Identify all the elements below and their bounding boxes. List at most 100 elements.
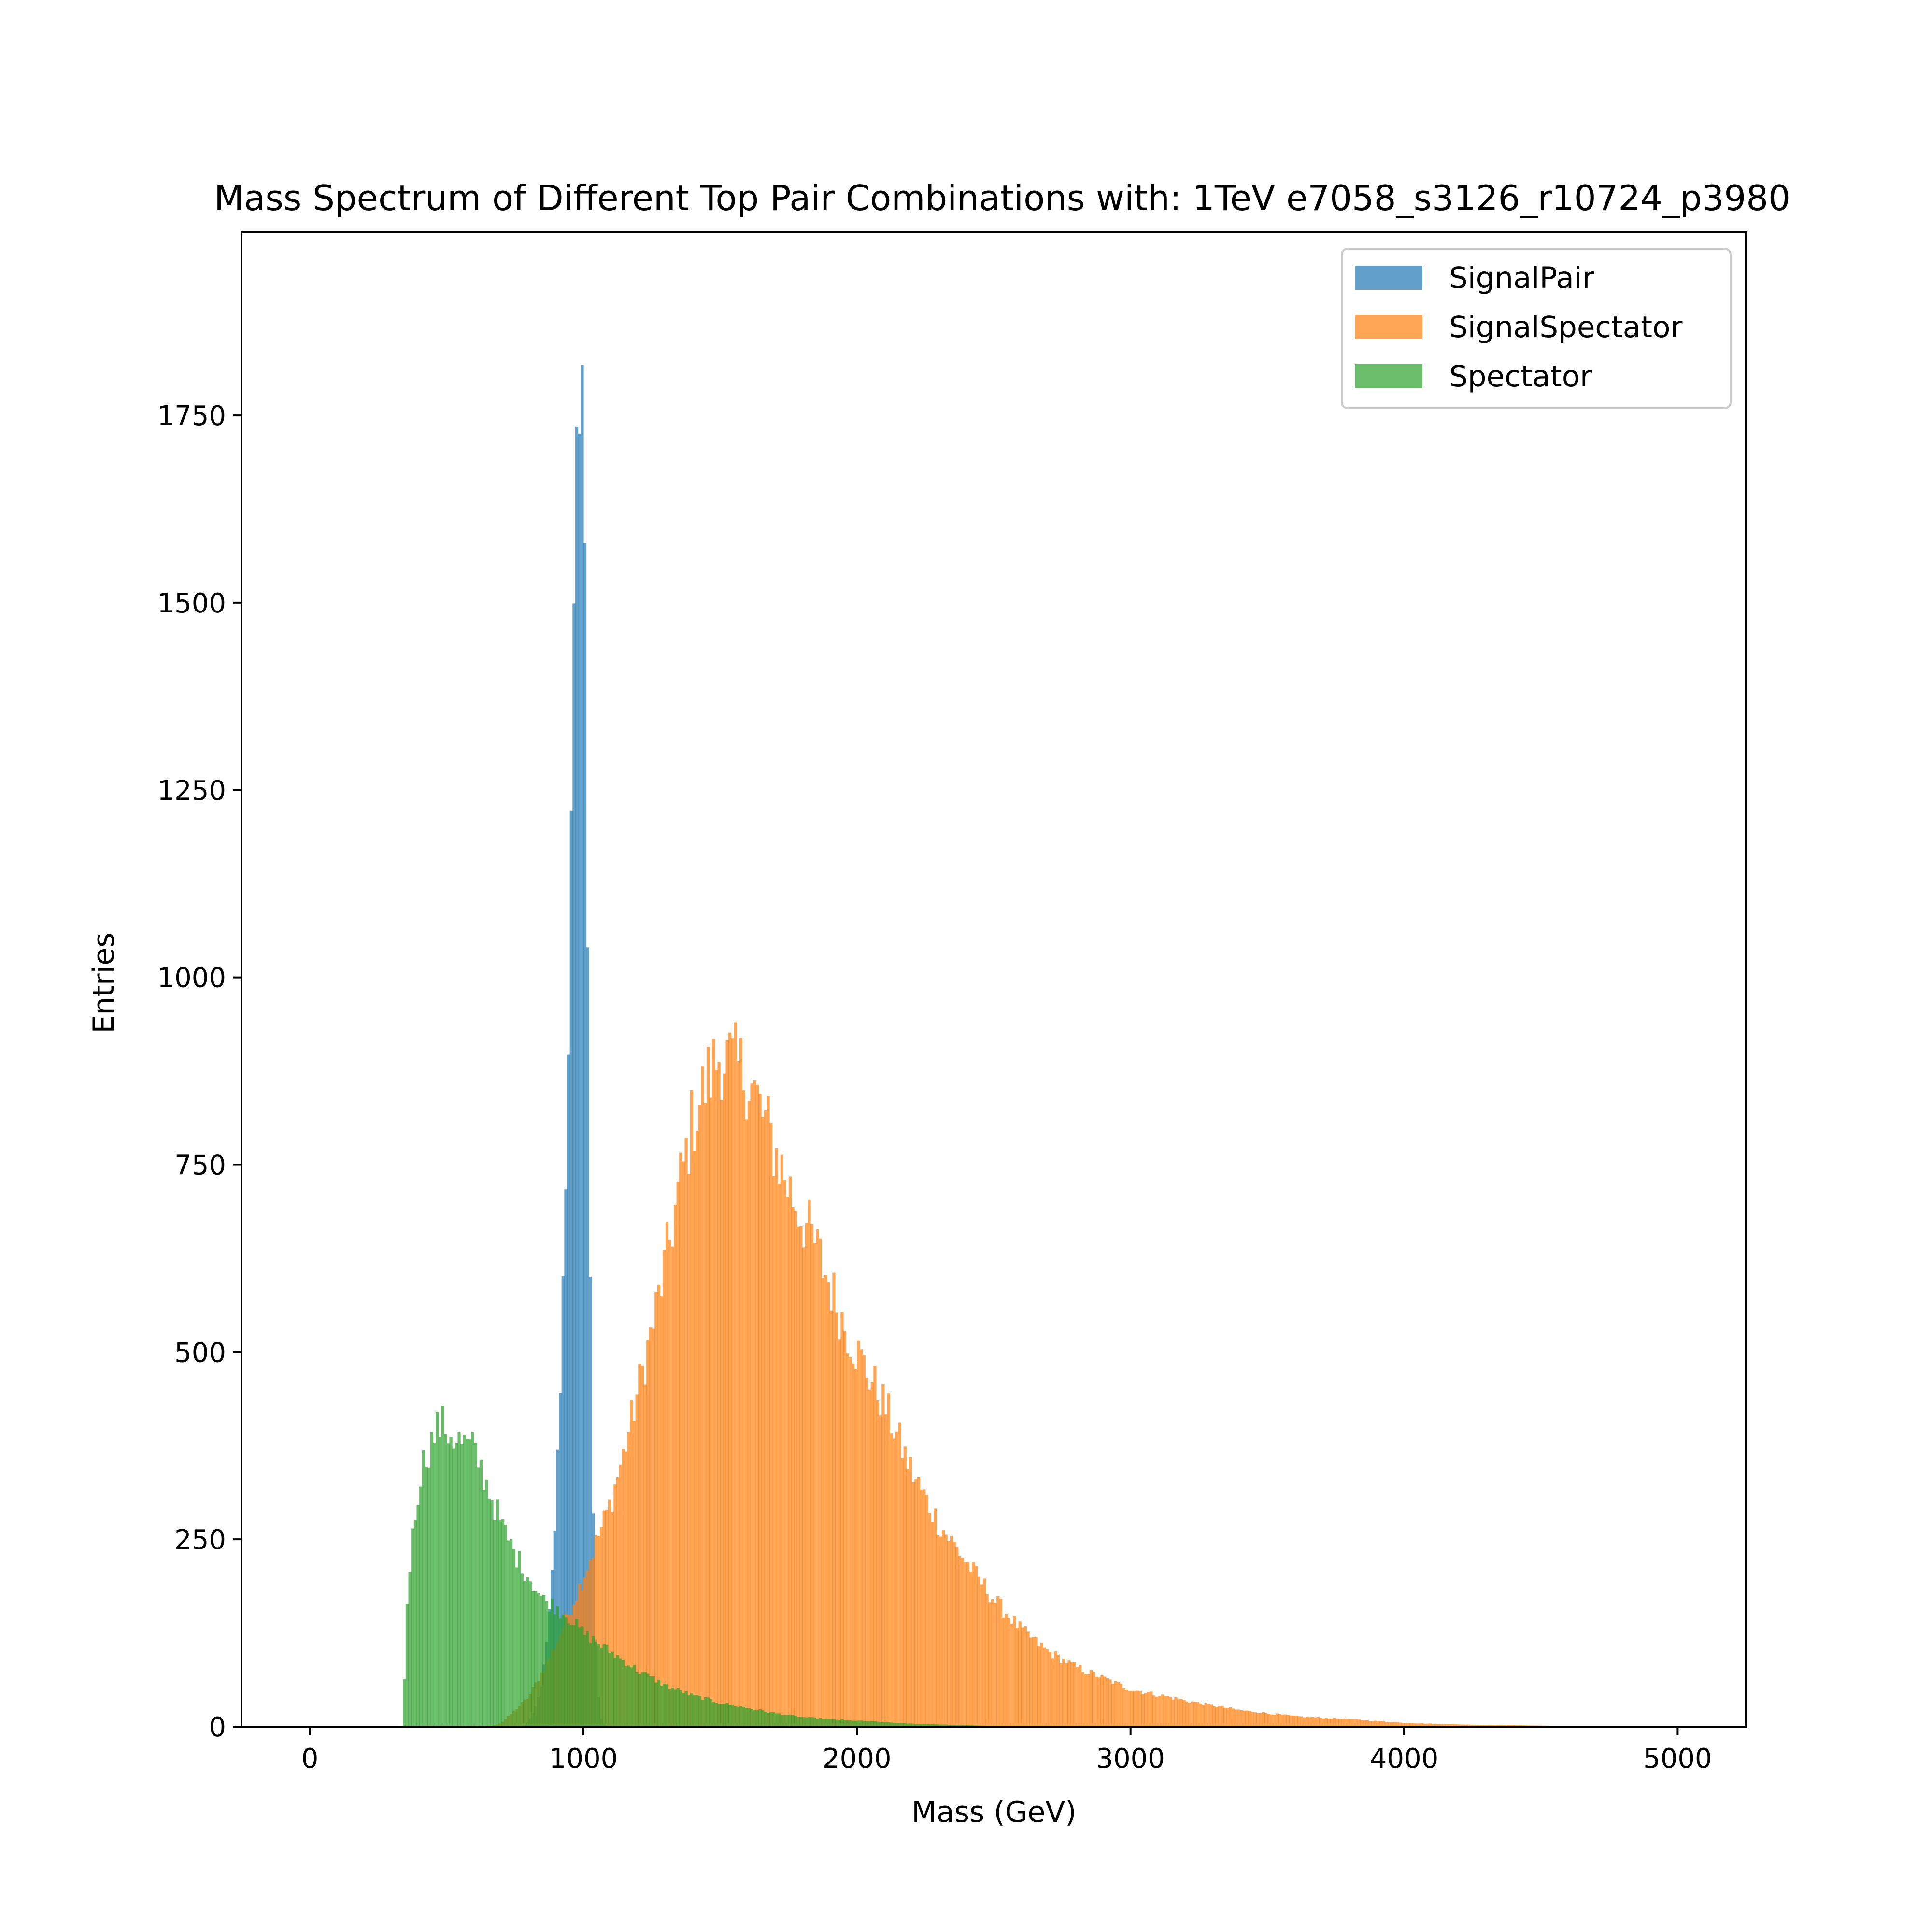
bar <box>523 1581 526 1727</box>
bar <box>884 1414 888 1727</box>
bar <box>545 1601 548 1727</box>
bar <box>1439 1724 1443 1727</box>
bar <box>854 1720 857 1727</box>
bar <box>1005 1614 1008 1727</box>
bar <box>753 1710 756 1727</box>
bar <box>835 1312 838 1727</box>
bar <box>1306 1716 1309 1727</box>
bar <box>1174 1697 1178 1727</box>
bar <box>928 1513 931 1727</box>
bar <box>900 1458 904 1727</box>
bar <box>881 1384 885 1727</box>
bar <box>1390 1722 1393 1727</box>
bar <box>933 1508 937 1727</box>
bar <box>1297 1716 1301 1727</box>
bar <box>1188 1703 1191 1727</box>
bar <box>1229 1707 1232 1727</box>
bar <box>635 1672 639 1727</box>
bar <box>619 1658 622 1727</box>
bar <box>799 1716 803 1727</box>
bar <box>602 1510 606 1727</box>
bar <box>873 1365 877 1727</box>
bar <box>1166 1696 1169 1727</box>
bar <box>892 1722 896 1727</box>
bar <box>723 1073 726 1727</box>
bar <box>1349 1719 1353 1727</box>
bar <box>1018 1621 1022 1727</box>
bar <box>1335 1719 1339 1727</box>
bar <box>1013 1616 1016 1727</box>
bar <box>1283 1714 1287 1727</box>
bar <box>802 1717 806 1727</box>
bar <box>980 1584 983 1727</box>
bar <box>632 1664 636 1727</box>
bar <box>706 1697 710 1727</box>
bar <box>1382 1721 1385 1727</box>
bar <box>917 1724 921 1727</box>
bar <box>1242 1710 1246 1727</box>
bar <box>755 1710 759 1727</box>
y-tick-label: 1500 <box>157 588 226 619</box>
bar <box>507 1540 510 1727</box>
bar <box>1421 1723 1424 1727</box>
bar <box>1240 1710 1243 1727</box>
bar <box>498 1520 502 1727</box>
bar <box>548 1611 551 1727</box>
bar <box>936 1724 939 1727</box>
bar <box>1095 1676 1098 1727</box>
bar <box>558 1618 562 1727</box>
bar <box>608 1653 611 1727</box>
bar <box>457 1432 461 1727</box>
bar <box>859 1720 863 1727</box>
bar <box>613 1658 617 1727</box>
bar <box>696 1131 699 1727</box>
bar <box>1352 1719 1355 1727</box>
bar <box>714 1069 718 1727</box>
bar <box>1256 1713 1260 1727</box>
bar <box>668 1689 671 1727</box>
bar <box>862 1721 866 1727</box>
bar <box>851 1720 855 1727</box>
bar <box>512 1549 515 1727</box>
bar <box>682 1161 685 1727</box>
bar <box>944 1534 948 1727</box>
bar <box>698 1105 702 1727</box>
bar <box>1128 1690 1131 1727</box>
bar <box>939 1536 942 1727</box>
bar <box>493 1520 497 1727</box>
bar <box>1286 1715 1290 1727</box>
bar <box>755 1084 759 1727</box>
bar <box>928 1724 931 1727</box>
bar <box>416 1505 420 1727</box>
bar <box>966 1562 970 1727</box>
chart-title: Mass Spectrum of Different Top Pair Comb… <box>214 178 1790 218</box>
bar <box>1415 1723 1418 1727</box>
bar <box>561 1615 565 1727</box>
bar <box>569 1625 573 1727</box>
bar <box>553 1614 556 1727</box>
bar <box>821 1277 824 1727</box>
bar <box>985 1594 989 1727</box>
bar <box>537 1593 540 1727</box>
bar <box>665 1222 669 1727</box>
bar <box>813 1243 816 1727</box>
bar <box>909 1723 912 1727</box>
bar <box>728 1705 732 1727</box>
bar <box>449 1437 453 1727</box>
bar <box>1357 1719 1361 1727</box>
bar <box>1207 1704 1210 1727</box>
bar <box>772 1176 776 1727</box>
bar <box>701 1066 704 1727</box>
bar <box>1477 1724 1481 1727</box>
bar <box>747 1101 751 1727</box>
bar <box>589 1276 592 1727</box>
bar <box>832 1719 836 1727</box>
bar <box>846 1720 849 1727</box>
bar <box>1160 1694 1164 1727</box>
bar <box>1406 1723 1410 1727</box>
bar <box>813 1717 816 1727</box>
bar <box>805 1223 808 1727</box>
bar <box>788 1176 792 1727</box>
bar <box>663 1250 666 1727</box>
legend-swatch-spectator <box>1355 364 1422 388</box>
